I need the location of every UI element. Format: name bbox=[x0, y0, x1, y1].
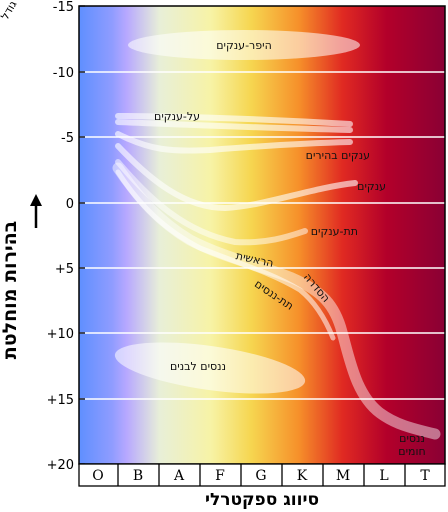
giants-label: ענקים bbox=[357, 180, 386, 193]
supergiants-label: על-ענקים bbox=[154, 110, 200, 123]
y-tick-label: -5 bbox=[61, 131, 74, 146]
bright-giants-label: ענקים בהירים bbox=[306, 149, 370, 162]
spectral-class-g: G bbox=[255, 468, 266, 484]
spectral-class-o: O bbox=[92, 468, 103, 484]
subdwarfs-band bbox=[115, 169, 336, 341]
spectral-class-m: M bbox=[336, 468, 350, 484]
brown-dwarfs-label-2: חומים bbox=[398, 445, 425, 458]
brown-dwarfs-label-1: ננסים bbox=[399, 432, 425, 445]
spectrum-background bbox=[79, 6, 445, 464]
spectral-class-l: L bbox=[379, 468, 388, 484]
y-tick-label: -15 bbox=[53, 0, 74, 15]
supergiants-band bbox=[115, 113, 353, 133]
y-tick-label: +5 bbox=[55, 262, 74, 277]
y-tick-labels: -15 -10 -5 0 +5 +10 +15 +20 bbox=[47, 0, 74, 473]
spectral-class-k: K bbox=[297, 468, 308, 484]
y-tick-label: 0 bbox=[66, 197, 74, 212]
hypergiants-band bbox=[128, 30, 360, 60]
white-dwarfs-band bbox=[114, 342, 306, 394]
spectral-class-row bbox=[78, 463, 446, 487]
corner-label: גודל bbox=[0, 0, 20, 22]
y-tick-label: -10 bbox=[53, 66, 74, 81]
subgiants-band bbox=[115, 159, 308, 246]
giants-band bbox=[115, 143, 358, 211]
hypergiants-label: היפר-ענקים bbox=[216, 39, 272, 52]
subgiants-label: תת-ענקים bbox=[311, 225, 358, 238]
spectral-class-a: A bbox=[173, 468, 185, 484]
x-axis-title: סיווג ספקטרלי bbox=[205, 490, 319, 510]
y-axis-title: בהירות מוחלטת bbox=[0, 221, 21, 360]
spectral-class-dividers bbox=[117, 464, 406, 486]
y-tick-label: +20 bbox=[47, 458, 74, 473]
bright-giants-band bbox=[115, 131, 353, 154]
y-tick-label: +15 bbox=[47, 393, 74, 408]
star-bands bbox=[112, 30, 441, 440]
spectral-class-b: B bbox=[133, 468, 143, 484]
white-dwarfs-label: ננסים לבנים bbox=[170, 360, 226, 373]
y-tick-label: +10 bbox=[47, 327, 74, 342]
spectral-class-labels: O B A F G K M L T bbox=[92, 468, 430, 484]
y-axis-arrow bbox=[30, 194, 42, 228]
spectral-class-f: F bbox=[215, 468, 225, 484]
spectral-class-t: T bbox=[420, 468, 430, 484]
